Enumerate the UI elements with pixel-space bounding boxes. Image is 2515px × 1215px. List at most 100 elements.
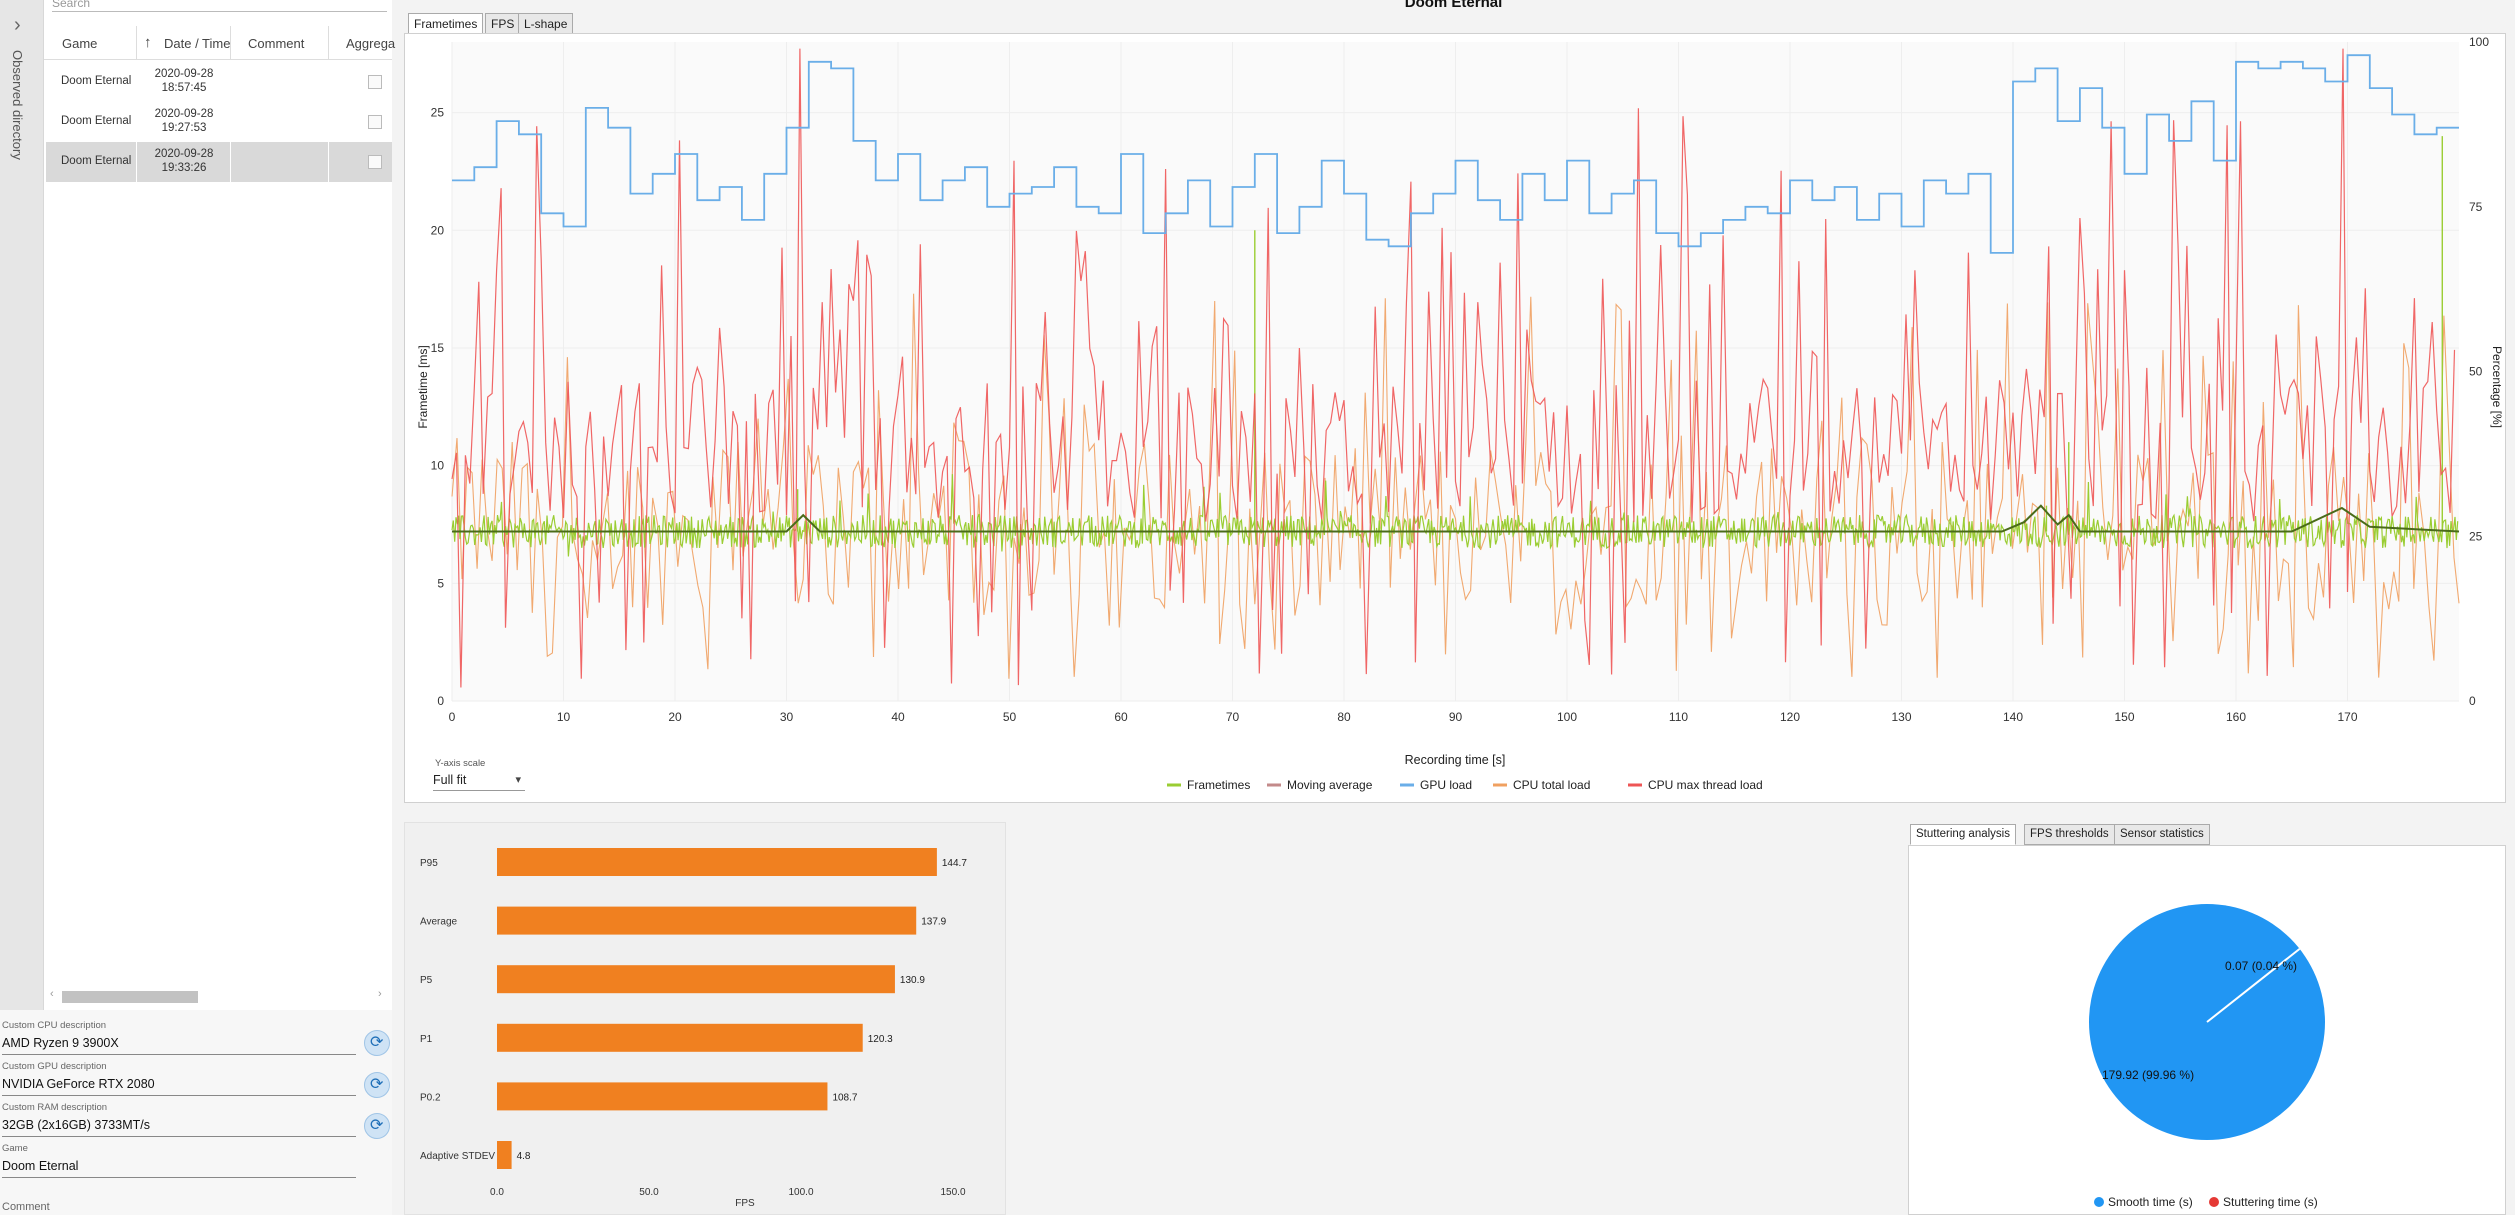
row-date: 2020-09-28: [154, 68, 214, 80]
bar-value-label: 108.7: [832, 1092, 857, 1103]
bar: [497, 906, 917, 935]
horizontal-scrollbar[interactable]: ‹ ›: [48, 988, 392, 1004]
y-tick-label: 25: [431, 106, 445, 120]
bar-value-label: 4.8: [517, 1151, 531, 1162]
column-date-time[interactable]: Date / Time: [164, 36, 231, 51]
sort-ascending-icon[interactable]: ↑: [144, 34, 152, 51]
ram-label: Custom RAM description: [2, 1102, 108, 1113]
ram-field[interactable]: 32GB (2x16GB) 3733MT/s: [2, 1115, 356, 1137]
table-row-selected[interactable]: Doom Eternal 2020-09-28 19:33:26: [46, 142, 392, 182]
stuttering-pie-chart: 0.07 (0.04 %) 179.92 (99.96 %) Smooth time…: [2089, 904, 2325, 1209]
x-tick-label: 160: [2226, 710, 2246, 724]
bar-category-label: P95: [420, 858, 438, 869]
chart-series: [451, 48, 2460, 688]
chevron-right-icon[interactable]: ›: [14, 14, 21, 36]
refresh-ram-icon[interactable]: [364, 1113, 390, 1139]
game-field[interactable]: Doom Eternal: [2, 1156, 356, 1178]
column-aggregate[interactable]: Aggrega: [346, 36, 396, 51]
x-tick-label: 110: [1669, 710, 1688, 724]
bar-category-label: P0.2: [420, 1092, 441, 1103]
scroll-left-icon[interactable]: ‹: [50, 988, 54, 1000]
y2-tick-label: 50: [2469, 365, 2483, 379]
x-tick-label: 100: [1557, 710, 1577, 724]
row-game: Doom Eternal: [61, 75, 132, 87]
x-tick-label: 20: [668, 710, 682, 724]
tab-sensor-statistics[interactable]: Sensor statistics: [2114, 824, 2210, 845]
refresh-gpu-icon[interactable]: [364, 1072, 390, 1098]
x-tick-label: 80: [1337, 710, 1351, 724]
gpu-field[interactable]: NVIDIA GeForce RTX 2080: [2, 1074, 356, 1096]
pie-legend-entry: Smooth time (s): [2108, 1195, 2193, 1209]
y2-tick-label: 0: [2469, 694, 2476, 708]
y2-tick-label: 100: [2469, 35, 2489, 49]
row-game: Doom Eternal: [61, 155, 132, 167]
scroll-right-icon[interactable]: ›: [378, 988, 382, 1000]
pie-slice-stutter: [2206, 948, 2301, 1023]
bar-value-label: 144.7: [942, 858, 967, 869]
cpu-field[interactable]: AMD Ryzen 9 3900X: [2, 1033, 356, 1055]
tab-fps[interactable]: FPS: [485, 13, 521, 34]
bar: [497, 1141, 512, 1169]
y-tick-label: 10: [431, 459, 445, 473]
chart-legend: Frametimes Moving average GPU load CPU tota…: [1167, 778, 1763, 792]
pie-legend-swatch: [2094, 1197, 2104, 1207]
comment-label: Comment: [2, 1201, 50, 1213]
bar-category-label: P5: [420, 975, 433, 986]
tab-fps-thresholds[interactable]: FPS thresholds: [2024, 824, 2115, 845]
bar-value-label: 120.3: [868, 1034, 893, 1045]
bar-value-label: 137.9: [921, 917, 946, 928]
gpu-load-line: [452, 54, 2459, 254]
legend-entry: Frametimes: [1187, 778, 1250, 792]
bar: [497, 848, 937, 876]
tab-stuttering-analysis[interactable]: Stuttering analysis: [1910, 824, 2016, 845]
y-tick-label: 20: [431, 223, 445, 237]
column-comment[interactable]: Comment: [248, 36, 305, 51]
aggregate-checkbox[interactable]: [368, 75, 382, 89]
table-row[interactable]: Doom Eternal 2020-09-28 18:57:45: [46, 62, 392, 102]
refresh-cpu-icon[interactable]: [364, 1030, 390, 1056]
x-tick-label: 130: [1891, 710, 1911, 724]
gpu-label: Custom GPU description: [2, 1061, 107, 1072]
x-axis-label: Recording time [s]: [1405, 753, 1506, 767]
frametimes-chart: 0 10 20 30 40 50 60 70 80 90 100 110 120 130 140 150 160…: [416, 35, 2504, 792]
pie-legend-entry: Stuttering time (s): [2223, 1195, 2318, 1209]
column-game[interactable]: Game: [62, 36, 98, 51]
moving-average-line: [452, 504, 2460, 533]
aggregate-checkbox[interactable]: [368, 115, 382, 129]
row-time: 18:57:45: [161, 82, 207, 94]
x-tick-label: 40: [891, 710, 905, 724]
y-tick-label: 15: [431, 341, 445, 355]
row-game: Doom Eternal: [61, 115, 132, 127]
x-tick-label: 120: [1780, 710, 1800, 724]
bar-x-tick-label: 50.0: [639, 1187, 659, 1198]
bar-category-label: Adaptive STDEV: [420, 1151, 495, 1162]
row-time: 19:33:26: [161, 162, 207, 174]
aggregate-checkbox[interactable]: [368, 155, 382, 169]
search-input[interactable]: Search: [52, 0, 387, 12]
pie-label-smooth: 179.92 (99.96 %): [2102, 1068, 2194, 1082]
legend-entry: Moving average: [1287, 778, 1373, 792]
row-time: 19:27:53: [161, 122, 207, 134]
bar-category-label: P1: [420, 1034, 433, 1045]
bar: [497, 965, 895, 994]
pie-label-stutter: 0.07 (0.04 %): [2225, 959, 2297, 973]
tab-frametimes[interactable]: Frametimes: [408, 13, 484, 34]
table-row[interactable]: Doom Eternal 2020-09-28 19:27:53: [46, 102, 392, 142]
frametimes-chart-panel: 0 10 20 30 40 50 60 70 80 90 100 110 120 130 140 150 160…: [404, 33, 2506, 803]
y-axis-scale-select[interactable]: Full fit: [433, 771, 525, 791]
bar-value-label: 130.9: [900, 975, 925, 986]
y2-axis-label: Percentage [%]: [2490, 346, 2504, 428]
legend-entry: CPU total load: [1513, 778, 1590, 792]
bar-x-tick-label: 0.0: [490, 1187, 504, 1198]
cpu-total-load-line: [451, 293, 2460, 679]
observed-directory-strip[interactable]: › Observed directory: [0, 0, 44, 1010]
scrollbar-thumb[interactable]: [62, 991, 198, 1003]
bar: [497, 1082, 828, 1111]
x-tick-label: 150: [2114, 710, 2134, 724]
bar: [497, 1023, 863, 1052]
fps-bar-chart-panel: P95 144.7 Average 137.9 P5 130.9 P1 120.3 P0.2 10…: [404, 822, 1006, 1215]
bar-x-axis-label: FPS: [735, 1198, 755, 1209]
chart-axes: 0 10 20 30 40 50 60 70 80 90 100 110 120 130 140 150 160…: [431, 35, 2490, 724]
bar-x-tick-label: 150.0: [940, 1187, 965, 1198]
tab-l-shape[interactable]: L-shape: [518, 13, 574, 34]
